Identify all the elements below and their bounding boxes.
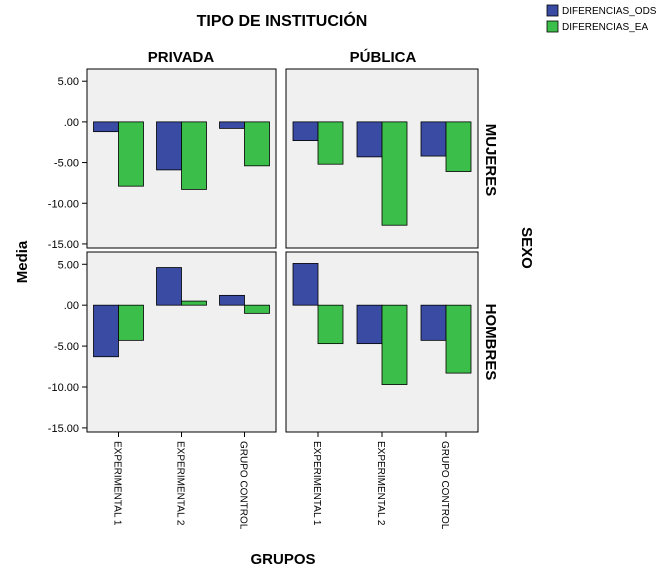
bar-diferencias_ods-experimental-1 [292,263,319,306]
legend-label-ea: DIFERENCIAS_EA [562,22,648,33]
y-axis-title: Media [14,240,31,283]
row-facet-label-mujeres: MUJERES [482,124,499,197]
bar-diferencias_ods-grupo-control [420,121,447,157]
y-tick-label: 5.00 [58,259,79,271]
x-tick-label-experimental-1: EXPERIMENTAL 1 [112,441,123,526]
bar-diferencias_ods-experimental-1 [292,121,319,141]
legend-label-ods: DIFERENCIAS_ODS [562,6,657,17]
y-tick-label: -5.00 [54,341,79,353]
bar-diferencias_ea-grupo-control [244,304,270,314]
x-axis-title: GRUPOS [250,551,315,568]
legend-swatch-ea [546,20,559,33]
row-facet-label-hombres: HOMBRES [482,304,499,381]
x-tick-label-grupo-control: GRUPO CONTROL [439,441,450,530]
row-facet-title: SEXO [518,227,535,269]
bar-diferencias_ods-experimental-2 [156,267,182,306]
y-tick-label: -10.00 [48,198,79,210]
y-tick-label: -10.00 [48,382,79,394]
bar-diferencias_ods-experimental-2 [356,121,383,158]
bar-diferencias_ea-experimental-1 [118,121,144,187]
bar-diferencias_ods-experimental-2 [356,304,383,345]
col-facet-label-publica: PÚBLICA [350,48,417,66]
bar-diferencias_ea-experimental-2 [381,304,408,385]
y-tick-label: -15.00 [48,239,79,251]
bar-diferencias_ea-experimental-2 [381,121,408,226]
bar-diferencias_ea-experimental-2 [181,300,207,306]
bar-diferencias_ea-experimental-2 [181,121,207,190]
legend: DIFERENCIAS_ODS DIFERENCIAS_EA [546,4,657,33]
x-tick-label-experimental-2: EXPERIMENTAL 2 [175,441,186,526]
bar-diferencias_ea-grupo-control [445,304,472,374]
x-tick-label-grupo-control: GRUPO CONTROL [238,441,249,530]
y-tick-label: -5.00 [54,158,79,170]
bar-diferencias_ods-grupo-control [219,121,245,129]
legend-swatch-ods [546,4,559,17]
col-facet-label-privada: PRIVADA [148,49,215,66]
bar-diferencias_ods-experimental-1 [93,121,119,133]
panel-hombres-privada: 5.00 .00 -5.00 -10.00 -15.00 [48,251,277,435]
y-tick-label: 5.00 [58,76,79,88]
bar-diferencias_ea-experimental-1 [317,304,344,345]
bar-diferencias_ods-grupo-control [420,304,447,341]
bar-diferencias_ods-experimental-2 [156,121,182,171]
bar-diferencias_ea-grupo-control [244,121,270,167]
bar-diferencias_ods-experimental-1 [93,304,119,358]
x-tick-label-experimental-2: EXPERIMENTAL 2 [375,441,386,526]
chart-title: TIPO DE INSTITUCIÓN [197,11,368,30]
x-tick-label-experimental-1: EXPERIMENTAL 1 [311,441,322,526]
y-tick-label: .00 [64,117,79,129]
y-tick-label: -15.00 [48,423,79,435]
y-tick-label: .00 [64,300,79,312]
panel-mujeres-privada: 5.00 .00 -5.00 -10.00 -15.00 [48,68,277,251]
bar-diferencias_ea-experimental-1 [317,121,344,165]
bar-diferencias_ea-grupo-control [445,121,472,172]
panel-mujeres-publica [285,68,479,249]
bar-diferencias_ea-experimental-1 [118,304,144,341]
panel-hombres-publica [285,251,479,433]
bar-diferencias_ods-grupo-control [219,294,245,306]
